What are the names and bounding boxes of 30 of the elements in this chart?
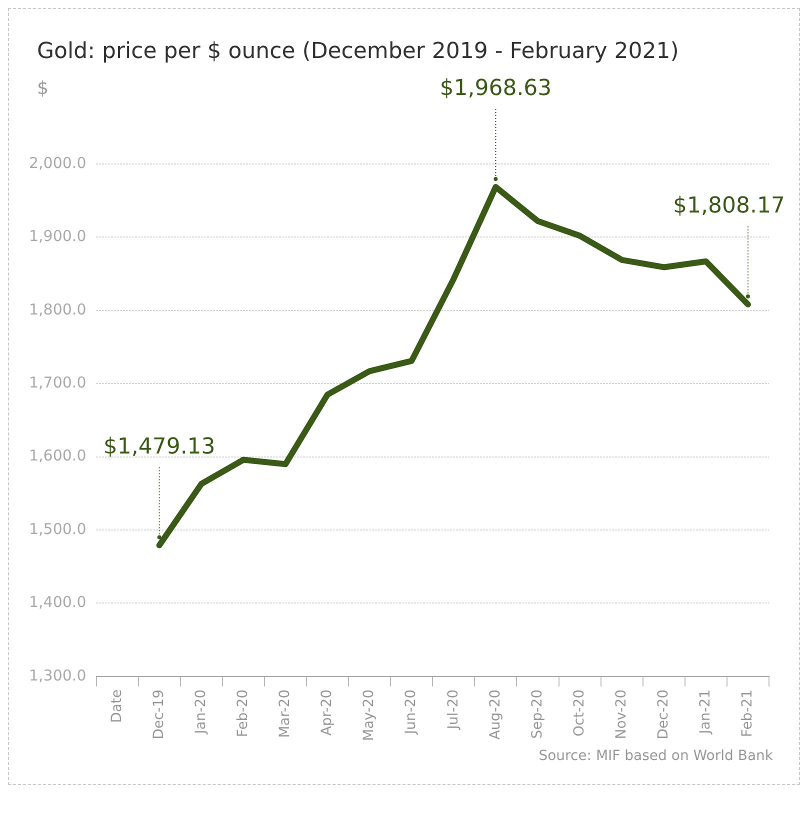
x-tick-label: Jun-20	[403, 689, 420, 736]
annotation: $1,968.63	[440, 76, 552, 101]
x-tick-label: Sep-20	[529, 689, 546, 739]
annotation: $1,479.13	[103, 434, 216, 460]
x-tick-label: Apr-20	[319, 689, 336, 736]
y-tick-label: 1,600.0	[28, 446, 86, 465]
x-tick-label: Jan-21	[698, 689, 714, 735]
y-axis-title: $	[37, 78, 48, 99]
x-tick-label: May-20	[361, 689, 378, 742]
x-tick-label: Jul-20	[445, 689, 462, 730]
x-tick-label: Aug-20	[487, 689, 504, 740]
y-tick-label: 1,700.0	[28, 374, 86, 392]
y-tick-label: 1,900.0	[28, 227, 86, 246]
y-tick-label: 1,800.0	[28, 300, 86, 318]
x-tick-label: Feb-20	[235, 689, 252, 738]
x-tick-label: Dec-19	[150, 689, 167, 740]
y-tick-label: 1,500.0	[28, 520, 86, 538]
annotation: $1,808.17	[673, 193, 785, 218]
x-tick-label: Dec-20	[656, 689, 672, 740]
x-tick-label: Date	[108, 689, 125, 723]
x-tick-label: Feb-21	[740, 689, 756, 738]
x-tick-label: Jan-20	[193, 689, 210, 735]
y-tick-label: 1,400.0	[28, 593, 86, 612]
y-tick-label: 1,300.0	[28, 666, 86, 684]
source-note: Source: MIF based on World Bank	[538, 747, 774, 766]
x-tick-label: Oct-20	[571, 689, 588, 737]
y-tick-label: 2,000.0	[28, 154, 86, 172]
x-tick-label: Nov-20	[613, 689, 630, 740]
x-tick-label: Mar-20	[277, 689, 294, 738]
chart-title: Gold: price per $ ounce (December 2019 - February 2021)	[36, 38, 680, 64]
